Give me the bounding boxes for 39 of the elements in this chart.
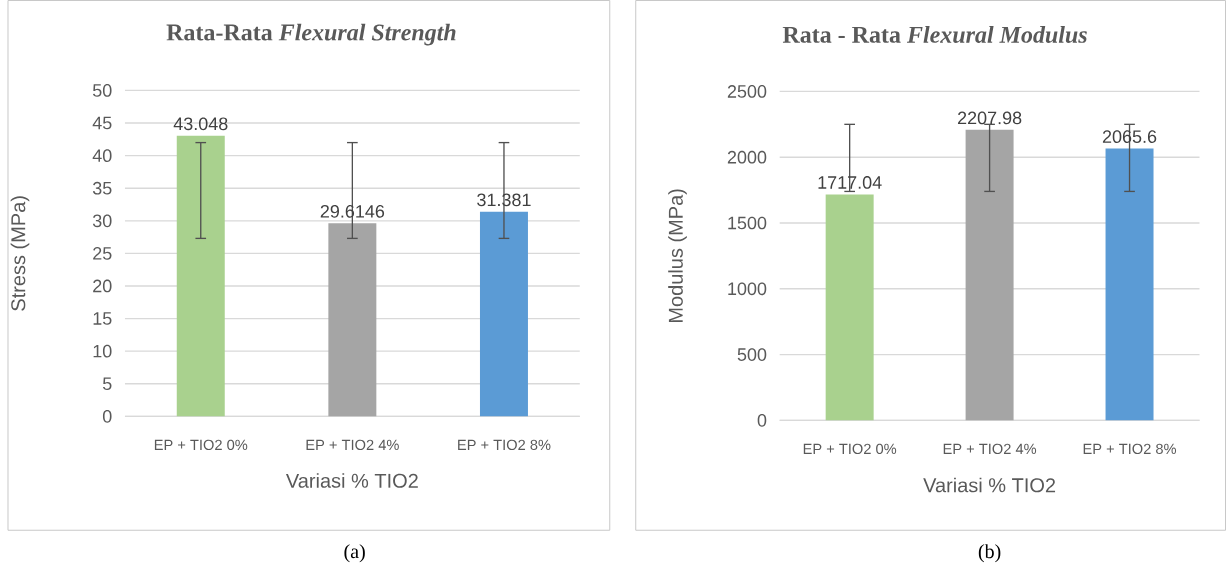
x-tick-label: EP + TIO2 0% (154, 439, 248, 450)
chart-title: Rata - Rata Flexural Modulus (782, 25, 1087, 43)
x-tick-label: EP + TIO2 8% (458, 439, 551, 450)
bar (965, 129, 1014, 421)
x-axis-title: Variasi % TIO2 (923, 477, 1056, 493)
bar (479, 211, 528, 417)
y-tick-label: 1500 (728, 216, 767, 230)
y-tick-label: 2000 (727, 150, 767, 164)
data-label: 2207.98 (957, 111, 1022, 125)
text: (a) (344, 544, 365, 563)
y-axis-title: Modulus (MPa) (668, 189, 687, 322)
x-tick-label: EP + TIO2 0% (803, 443, 897, 454)
y-tick-label: 50 (92, 83, 112, 97)
bar (825, 194, 874, 421)
chart-title: Rata-Rata Flexural Strength (166, 23, 456, 46)
y-tick-label: 20 (93, 279, 112, 293)
x-axis-title: Variasi % TIO2 (285, 473, 418, 488)
y-tick-label: 5 (102, 377, 112, 390)
y-tick-label: 2500 (727, 84, 767, 98)
y-tick-label: 1000 (728, 282, 767, 295)
data-label: 43.048 (173, 117, 228, 131)
y-tick-label: 0 (102, 409, 112, 423)
y-tick-label: 40 (92, 149, 112, 162)
y-axis-title: Stress (MPa) (10, 196, 30, 311)
bar (176, 135, 225, 417)
y-tick-label: 0 (757, 413, 767, 427)
y-tick-label: 500 (737, 348, 767, 361)
y-tick-label: 45 (92, 116, 112, 130)
y-tick-label: 25 (93, 246, 112, 260)
y-tick-label: 35 (92, 181, 112, 195)
y-tick-label: 10 (93, 344, 112, 358)
bar (328, 223, 377, 417)
text: (b) (978, 544, 1001, 563)
y-tick-label: 15 (93, 312, 112, 325)
x-tick-label: EP + TIO2 8% (1083, 443, 1177, 454)
y-tick-label: 30 (92, 214, 112, 228)
x-tick-label: EP + TIO2 4% (306, 439, 399, 450)
bar (1105, 148, 1154, 421)
x-tick-label: EP + TIO2 4% (943, 443, 1037, 454)
